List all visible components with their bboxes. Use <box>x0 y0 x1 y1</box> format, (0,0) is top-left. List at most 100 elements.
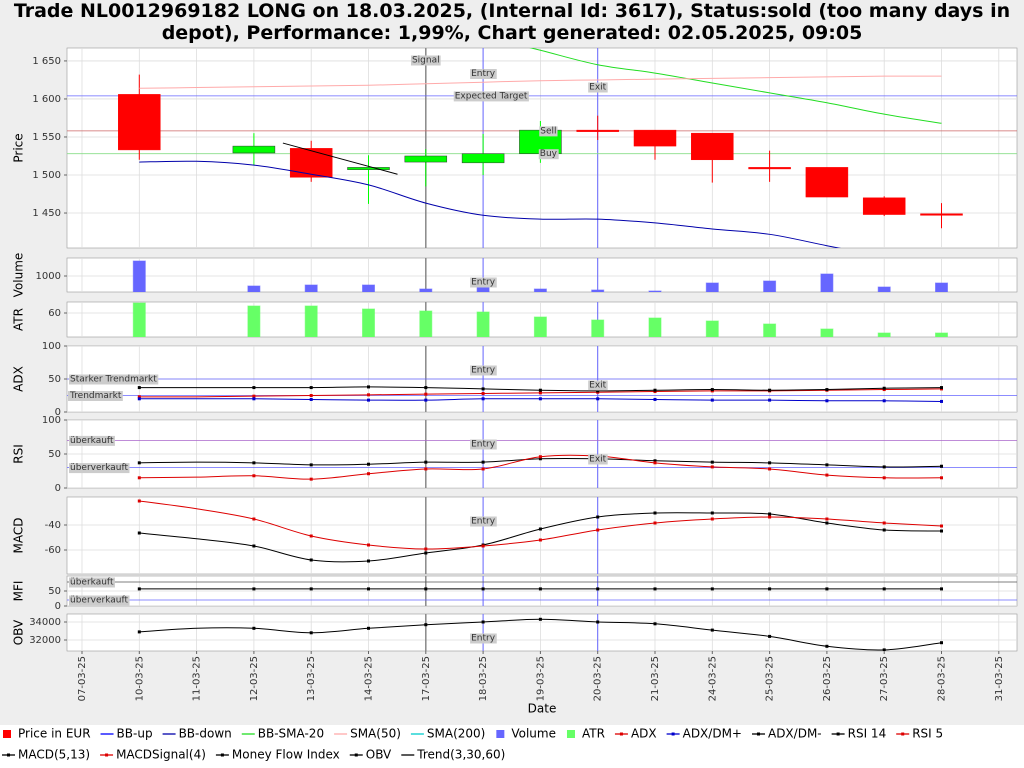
level-label: überkauft <box>70 436 114 446</box>
point <box>768 398 772 402</box>
legend-swatch-point <box>220 753 224 757</box>
candle-body <box>748 167 791 170</box>
label-background <box>69 577 115 588</box>
legend-label: RSI 14 <box>848 727 887 741</box>
bar <box>877 332 891 337</box>
y-tick-label: -40 <box>45 520 61 531</box>
label-background <box>470 69 497 79</box>
chart-title: Trade NL0012969182 LONG on 18.03.2025, (… <box>13 0 1011 44</box>
point <box>367 587 370 591</box>
point <box>710 460 714 464</box>
candle-body <box>920 213 963 216</box>
candle-body <box>232 145 276 154</box>
point <box>825 463 829 467</box>
x-tick-label: 14-03-25 <box>364 656 375 701</box>
point <box>424 460 428 464</box>
legend-label: BB-down <box>179 727 232 741</box>
x-tick-label: 10-03-25 <box>134 656 145 701</box>
legend-swatch-point <box>619 732 623 736</box>
candle-body <box>404 155 448 163</box>
point <box>940 587 943 591</box>
point <box>538 388 542 392</box>
x-tick-label: 25-03-25 <box>765 656 776 701</box>
point <box>309 631 313 635</box>
label-background <box>539 126 558 137</box>
bar <box>763 323 777 337</box>
legend-swatch <box>566 730 575 738</box>
point <box>653 622 657 626</box>
x-tick-label: 17-03-25 <box>421 656 432 701</box>
point <box>768 587 772 591</box>
legend-swatch-point <box>354 753 358 757</box>
level-label: Sell <box>540 126 556 136</box>
legend-item: Price in EUR <box>3 727 91 741</box>
point <box>424 587 428 591</box>
point <box>137 587 141 591</box>
y-axis-label: Volume <box>12 253 26 298</box>
point <box>882 465 886 469</box>
point <box>825 399 829 403</box>
point <box>538 457 542 461</box>
point <box>882 648 886 651</box>
bar <box>476 311 490 337</box>
legend-item: MACD(5,13) <box>2 748 90 762</box>
point <box>768 388 772 392</box>
bar <box>247 305 261 337</box>
label-background <box>588 454 608 465</box>
y-tick-label: 1 550 <box>32 132 61 143</box>
point <box>768 515 772 519</box>
annotation: Entry <box>471 366 496 376</box>
x-tick-label: 12-03-25 <box>249 656 260 701</box>
point <box>596 389 600 393</box>
point <box>481 387 485 391</box>
y-tick-label: 50 <box>48 449 61 460</box>
level-label: Starker Trendmarkt <box>70 375 157 385</box>
bar <box>476 286 490 292</box>
legend-label: BB-up <box>117 727 153 741</box>
panel <box>67 497 1017 574</box>
y-tick-label: 0 <box>55 483 61 494</box>
point <box>538 455 542 459</box>
point <box>882 399 886 403</box>
point <box>424 547 428 551</box>
y-tick-label: 1 500 <box>32 170 61 181</box>
y-tick-label: 1 450 <box>32 208 61 219</box>
legend-label: ATR <box>582 727 605 741</box>
point <box>882 528 886 532</box>
point <box>252 587 256 591</box>
point <box>252 544 256 548</box>
bar <box>362 308 375 337</box>
legend-item: SMA(50) <box>334 727 401 741</box>
label-background <box>470 439 497 450</box>
legend-item: BB-down <box>162 727 232 741</box>
point <box>538 617 542 621</box>
bar <box>533 316 547 337</box>
point <box>424 467 428 471</box>
point <box>653 459 657 463</box>
legend-label: ADX/DM- <box>768 727 822 741</box>
annotation: Exit <box>589 455 607 465</box>
bar <box>935 332 948 337</box>
annotation: Exit <box>589 381 607 391</box>
label-background <box>470 277 497 288</box>
legend-label: Volume <box>511 727 556 741</box>
legend-label: MACD(5,13) <box>18 748 90 762</box>
candle-body <box>289 148 333 178</box>
point <box>137 499 141 503</box>
annotation: Entry <box>471 517 496 527</box>
point <box>137 531 141 535</box>
series-line <box>529 48 942 124</box>
y-tick-label: 1000 <box>36 271 61 282</box>
legend-item: ADX <box>614 727 657 741</box>
label-background <box>538 149 559 160</box>
point <box>825 644 829 648</box>
point <box>710 511 714 515</box>
legend-item: SMA(200) <box>410 727 485 741</box>
x-tick-label: 24-03-25 <box>707 656 718 701</box>
point <box>367 385 370 389</box>
panel <box>67 302 1017 337</box>
point <box>252 397 256 401</box>
point <box>882 521 886 525</box>
label-background <box>69 463 130 474</box>
bar <box>763 280 777 292</box>
